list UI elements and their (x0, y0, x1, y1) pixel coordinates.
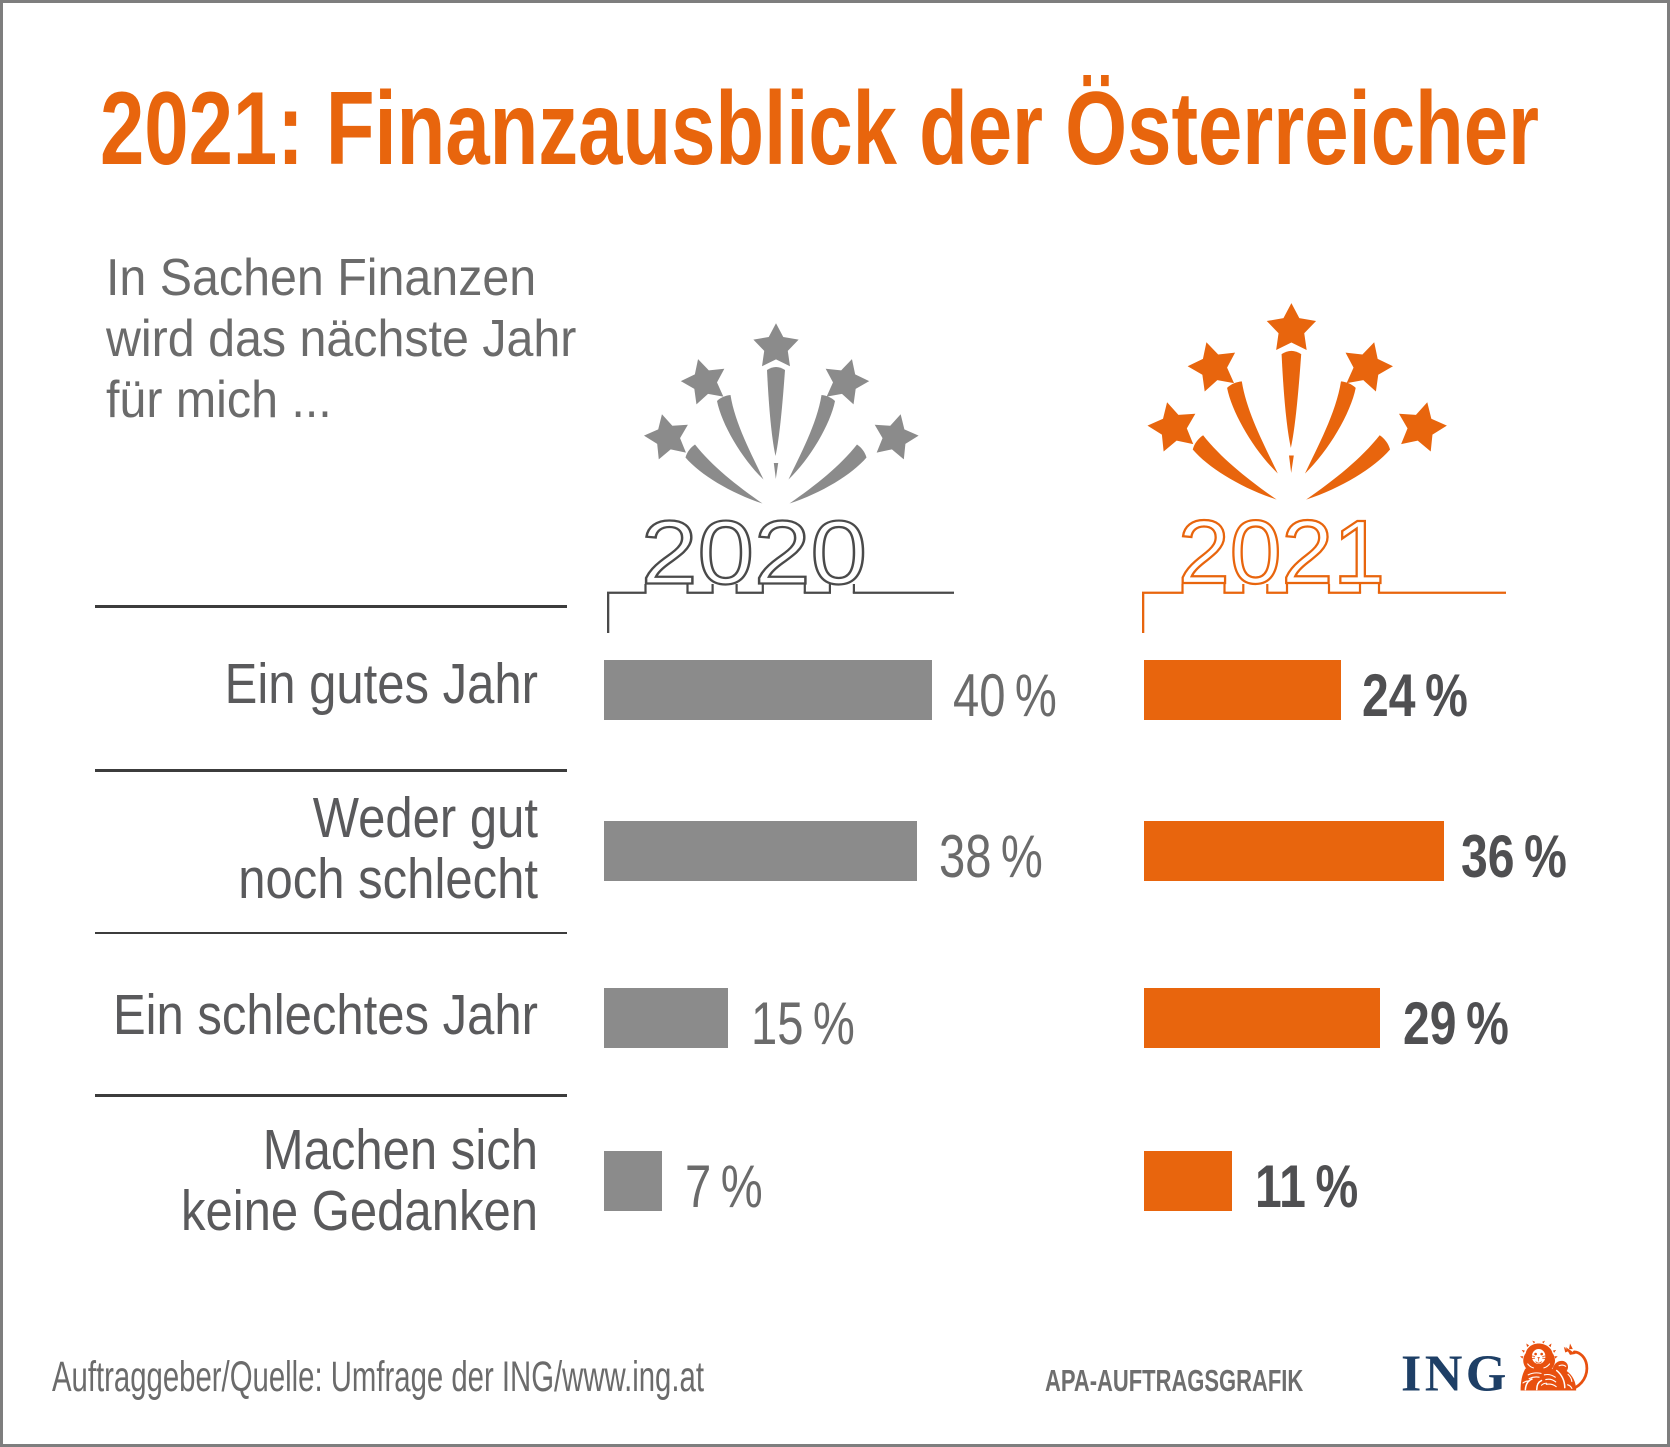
svg-text:ING: ING (1401, 1345, 1510, 1401)
svg-text:2021: 2021 (1178, 503, 1385, 603)
svg-text:2020: 2020 (641, 504, 867, 604)
